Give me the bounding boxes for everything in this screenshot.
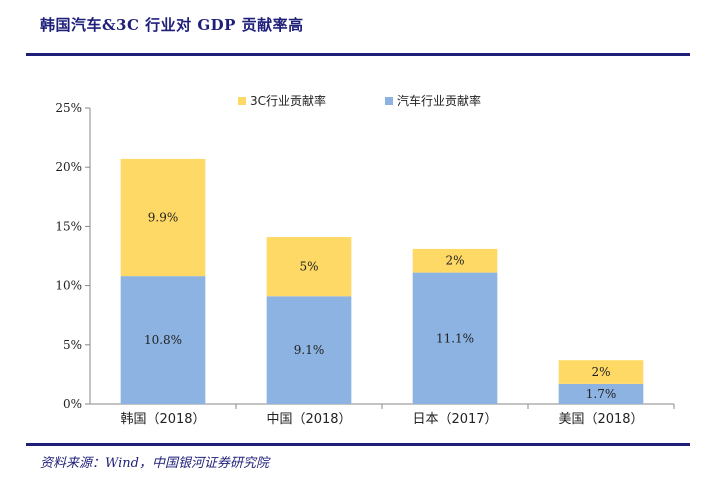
bar-auto [558, 383, 644, 404]
title-divider [26, 53, 690, 56]
data-label-3c: 2% [445, 254, 464, 268]
data-label-3c: 2% [591, 365, 610, 379]
y-tick-label: 15% [55, 219, 82, 233]
x-tick-label: 日本（2017） [412, 412, 497, 427]
x-tick-label: 美国（2018） [558, 412, 643, 427]
bar-3c [120, 158, 206, 277]
footer-divider [26, 443, 690, 446]
y-tick-label: 25% [55, 101, 82, 115]
y-tick-label: 5% [63, 338, 82, 352]
legend-label: 3C行业贡献率 [250, 93, 326, 108]
chart-title: 韩国汽车&3C 行业对 GDP 贡献率高 [40, 16, 304, 34]
bar-auto [412, 272, 498, 404]
bar-auto [266, 296, 352, 404]
source-note: 资料来源：Wind，中国银河证券研究院 [40, 456, 269, 471]
legend-swatch [238, 97, 246, 105]
bar-3c [266, 237, 352, 297]
data-label-auto: 1.7% [586, 387, 617, 401]
bar-3c [558, 360, 644, 384]
data-label-3c: 5% [299, 260, 318, 274]
legend-label: 汽车行业贡献率 [397, 93, 481, 108]
y-tick-label: 20% [55, 160, 82, 174]
y-tick-label: 10% [55, 279, 82, 293]
bar-3c [412, 248, 498, 273]
y-tick-label: 0% [63, 397, 82, 411]
data-label-auto: 11.1% [436, 331, 474, 345]
legend-swatch [385, 97, 393, 105]
data-label-auto: 9.1% [294, 343, 325, 357]
bar-auto [120, 276, 206, 404]
x-tick-label: 中国（2018） [266, 412, 351, 427]
data-label-3c: 9.9% [148, 211, 179, 225]
x-tick-label: 韩国（2018） [120, 412, 205, 427]
data-label-auto: 10.8% [144, 333, 182, 347]
